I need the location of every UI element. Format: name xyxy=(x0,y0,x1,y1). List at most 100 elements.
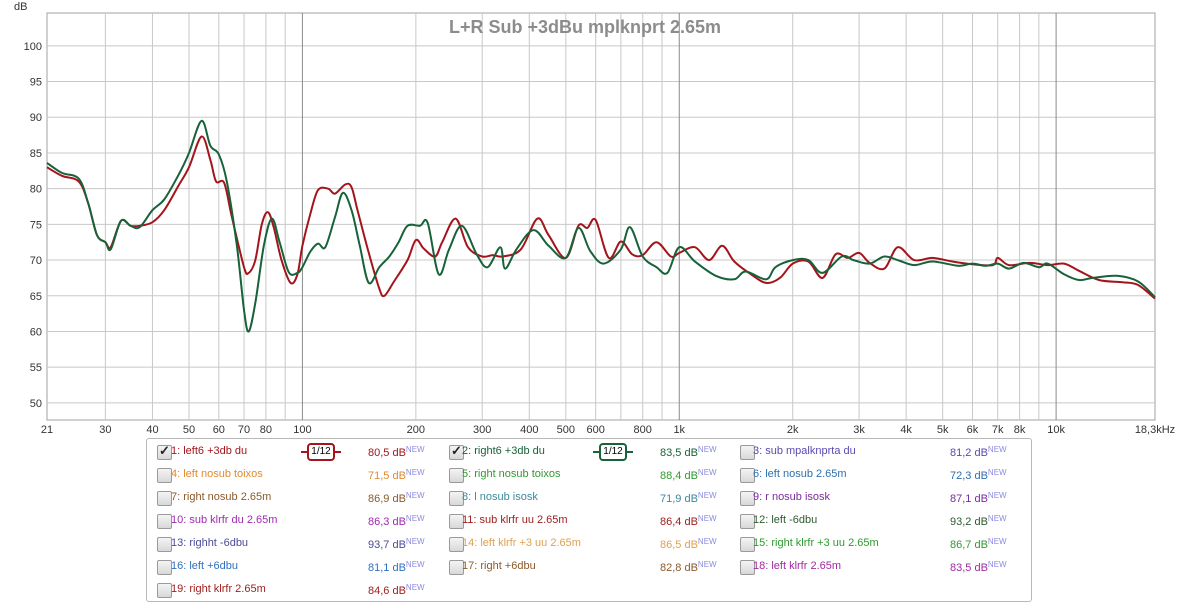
x-tick-label: 2k xyxy=(787,424,799,436)
smoothing-badge[interactable]: 1/12 xyxy=(301,443,341,461)
measurement-label[interactable]: 17: right +6dbu xyxy=(462,560,536,572)
level-value: 86,7 dB xyxy=(950,539,988,551)
y-tick-label: 65 xyxy=(30,291,42,303)
measurement-level: 82,8 dBNEW xyxy=(660,560,717,578)
measurement-checkbox[interactable] xyxy=(740,514,755,529)
plot-area xyxy=(46,12,1156,421)
measurement-level: 86,9 dBNEW xyxy=(368,491,425,509)
measurement-label[interactable]: 14: left klrfr +3 uu 2.65m xyxy=(462,537,581,549)
measurement-checkbox[interactable] xyxy=(449,491,464,506)
measurement-label[interactable]: 6: left nosub 2.65m xyxy=(753,468,847,480)
measurement-checkbox[interactable] xyxy=(449,514,464,529)
new-tag: NEW xyxy=(697,491,717,500)
measurement-label[interactable]: 16: left +6dbu xyxy=(171,560,238,572)
measurement-checkbox[interactable] xyxy=(449,468,464,483)
measurement-checkbox[interactable] xyxy=(740,468,755,483)
series-line-1 xyxy=(46,135,1156,300)
measurement-level: 83,5 dBNEW xyxy=(660,445,717,463)
new-tag: NEW xyxy=(987,445,1007,454)
x-tick-label: 300 xyxy=(473,424,491,436)
measurement-label[interactable]: 19: right klrfr 2.65m xyxy=(171,583,266,595)
measurement-label[interactable]: 12: left -6dbu xyxy=(753,514,818,526)
level-value: 84,6 dB xyxy=(368,585,406,597)
level-value: 80,5 dB xyxy=(368,447,406,459)
new-tag: NEW xyxy=(697,468,717,477)
measurement-label[interactable]: 13: righht -6dbu xyxy=(171,537,249,549)
measurement-level: 86,3 dBNEW xyxy=(368,514,425,532)
measurement-checkbox[interactable] xyxy=(157,468,172,483)
new-tag: NEW xyxy=(405,560,425,569)
x-tick-label: 400 xyxy=(520,424,538,436)
x-tick-label: 80 xyxy=(260,424,272,436)
y-tick-label: 85 xyxy=(30,148,42,160)
y-tick-label: 55 xyxy=(30,362,42,374)
measurement-label[interactable]: 7: right nosub 2.65m xyxy=(171,491,272,503)
measurement-label[interactable]: 11: sub klrfr uu 2.65m xyxy=(462,514,568,526)
measurement-level: 71,9 dBNEW xyxy=(660,491,717,509)
y-tick-label: 50 xyxy=(30,398,42,410)
measurement-checkbox[interactable] xyxy=(157,443,172,460)
measurement-checkbox[interactable] xyxy=(157,537,172,552)
measurement-checkbox[interactable] xyxy=(157,560,172,575)
measurement-label[interactable]: 4: left nosub toixos xyxy=(171,468,263,480)
new-tag: NEW xyxy=(697,537,717,546)
measurement-checkbox[interactable] xyxy=(740,445,755,460)
measurement-level: 86,7 dBNEW xyxy=(950,537,1007,555)
level-value: 81,1 dB xyxy=(368,562,406,574)
y-tick-label: 70 xyxy=(30,255,42,267)
measurement-label[interactable]: 3: sub mpalknprta du xyxy=(753,445,856,457)
measurement-checkbox[interactable] xyxy=(740,560,755,575)
x-tick-label: 10k xyxy=(1047,424,1065,436)
measurement-checkbox[interactable] xyxy=(157,514,172,529)
y-tick-label: 75 xyxy=(30,219,42,231)
measurement-checkbox[interactable] xyxy=(449,443,464,460)
measurement-label[interactable]: 9: r nosub isosk xyxy=(753,491,831,503)
x-tick-label: 600 xyxy=(586,424,604,436)
measurement-level: 86,5 dBNEW xyxy=(660,537,717,555)
measurement-checkbox[interactable] xyxy=(157,491,172,506)
x-tick-label: 500 xyxy=(557,424,575,436)
measurement-label[interactable]: 10: sub klrfr du 2.65m xyxy=(171,514,278,526)
new-tag: NEW xyxy=(987,514,1007,523)
measurement-label[interactable]: 18: left klrfr 2.65m xyxy=(753,560,842,572)
level-value: 71,5 dB xyxy=(368,470,406,482)
measurement-label[interactable]: 8: l nosub isosk xyxy=(462,491,538,503)
x-tick-label: 7k xyxy=(992,424,1004,436)
measurement-level: 84,6 dBNEW xyxy=(368,583,425,601)
measurement-label[interactable]: 5: right nosub toixos xyxy=(462,468,561,480)
measurement-level: 93,2 dBNEW xyxy=(950,514,1007,532)
measurement-checkbox[interactable] xyxy=(157,583,172,598)
measurement-level: 71,5 dBNEW xyxy=(368,468,425,486)
measurement-checkbox[interactable] xyxy=(740,491,755,506)
measurement-checkbox[interactable] xyxy=(449,537,464,552)
y-tick-label: 95 xyxy=(30,77,42,89)
measurement-label[interactable]: 15: right klrfr +3 uu 2.65m xyxy=(753,537,879,549)
measurement-label[interactable]: 2: right6 +3db du xyxy=(462,445,545,457)
level-value: 93,2 dB xyxy=(950,516,988,528)
measurement-checkbox[interactable] xyxy=(740,537,755,552)
measurement-checkbox[interactable] xyxy=(449,560,464,575)
level-value: 83,5 dB xyxy=(660,447,698,459)
measurement-label[interactable]: 1: left6 +3db du xyxy=(171,445,248,457)
level-value: 86,3 dB xyxy=(368,516,406,528)
new-tag: NEW xyxy=(987,537,1007,546)
measurement-level: 93,7 dBNEW xyxy=(368,537,425,555)
new-tag: NEW xyxy=(405,514,425,523)
axis-ticks: 50 55 60 65 70 75 80 85 90 95 100 21 30 40 50 60 70 80 100… xyxy=(24,41,1176,436)
level-value: 93,7 dB xyxy=(368,539,406,551)
y-axis-label: dB xyxy=(14,1,27,13)
x-tick-label: 3k xyxy=(853,424,865,436)
grid xyxy=(47,13,1155,420)
x-tick-label: 60 xyxy=(213,424,225,436)
measurement-level: 72,3 dBNEW xyxy=(950,468,1007,486)
new-tag: NEW xyxy=(987,560,1007,569)
level-value: 81,2 dB xyxy=(950,447,988,459)
level-value: 71,9 dB xyxy=(660,493,698,505)
level-value: 83,5 dB xyxy=(950,562,988,574)
level-value: 88,4 dB xyxy=(660,470,698,482)
series-line-2 xyxy=(46,119,1156,333)
new-tag: NEW xyxy=(697,560,717,569)
y-tick-label: 100 xyxy=(24,41,42,53)
smoothing-badge[interactable]: 1/12 xyxy=(593,443,633,461)
x-tick-label: 40 xyxy=(146,424,158,436)
